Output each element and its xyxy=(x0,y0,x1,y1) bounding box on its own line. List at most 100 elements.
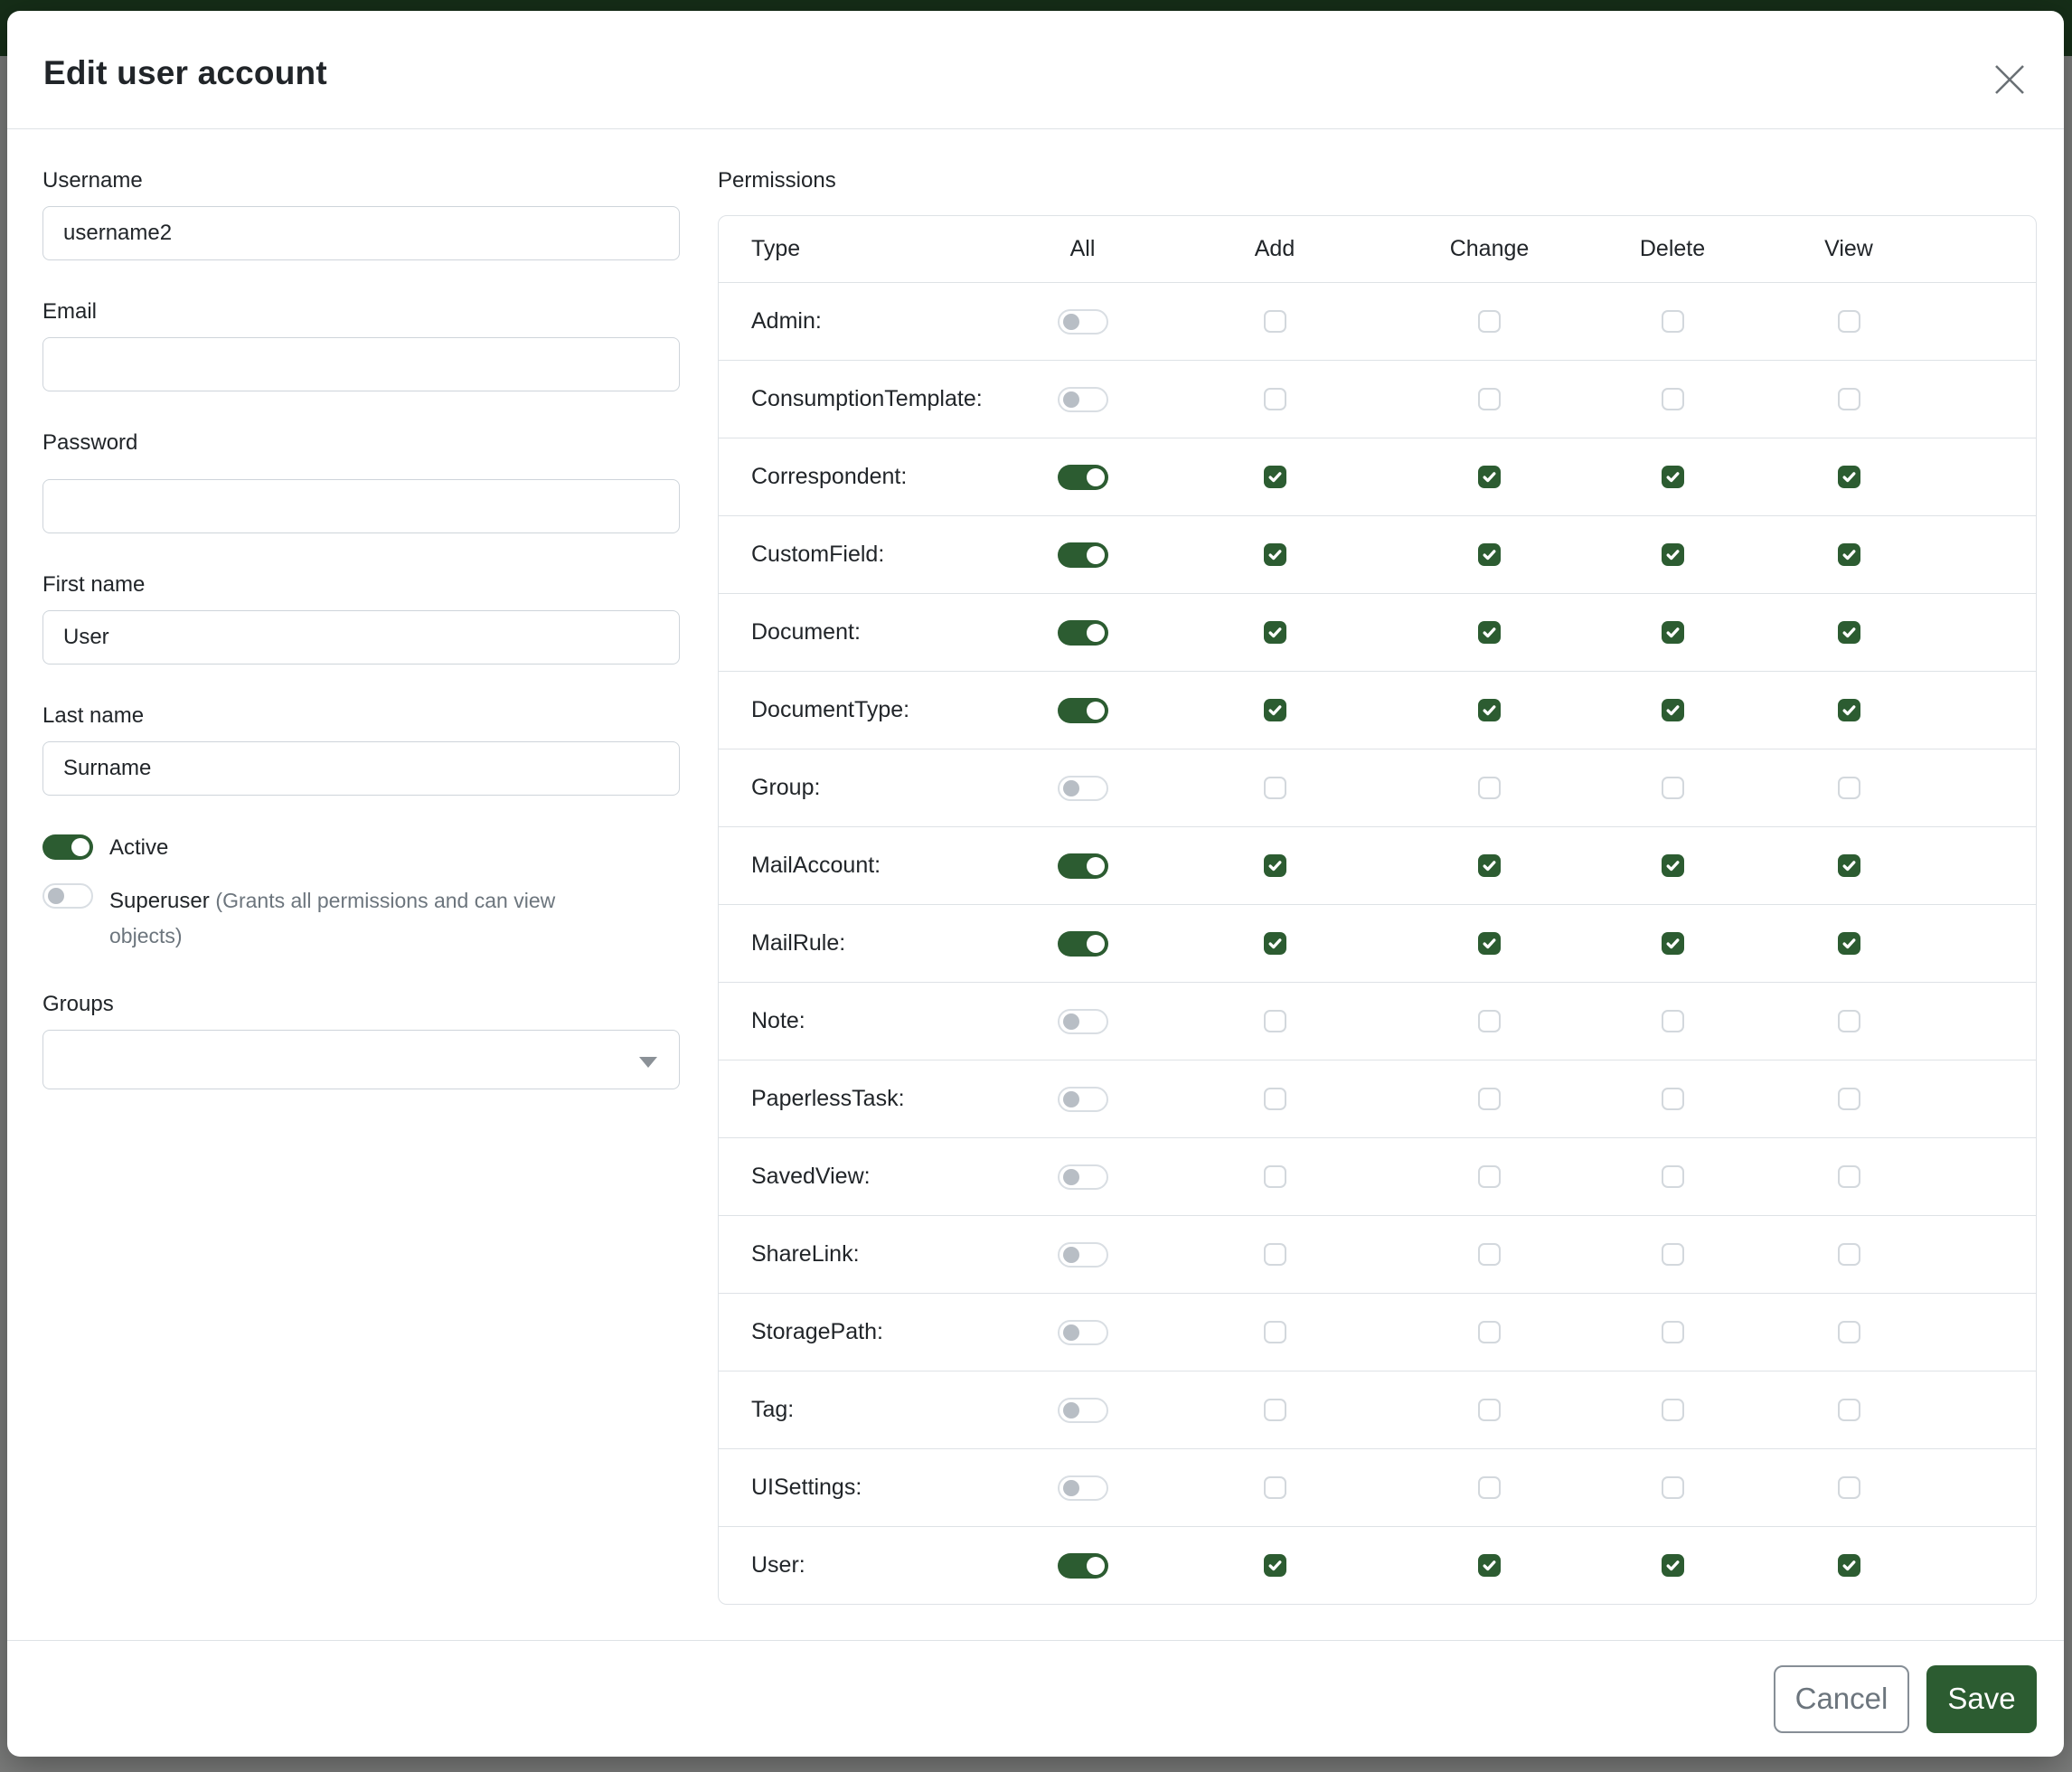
savedview-checkbox-add[interactable] xyxy=(1263,1165,1286,1188)
customfield-checkbox-add[interactable] xyxy=(1263,543,1286,566)
paperlesstask-checkbox-change[interactable] xyxy=(1478,1088,1501,1110)
tag-checkbox-add[interactable] xyxy=(1263,1399,1286,1421)
user-checkbox-view[interactable] xyxy=(1837,1554,1860,1577)
mailaccount-checkbox-view[interactable] xyxy=(1837,854,1860,877)
correspondent-checkbox-view[interactable] xyxy=(1837,466,1860,488)
note-checkbox-delete[interactable] xyxy=(1661,1010,1684,1032)
admin-checkbox-delete[interactable] xyxy=(1661,310,1684,333)
document-toggle-all[interactable] xyxy=(1057,619,1108,646)
note-checkbox-view[interactable] xyxy=(1837,1010,1860,1032)
storagepath-checkbox-view[interactable] xyxy=(1837,1321,1860,1343)
savedview-checkbox-change[interactable] xyxy=(1478,1165,1501,1188)
save-button[interactable]: Save xyxy=(1926,1664,2037,1733)
sharelink-checkbox-delete[interactable] xyxy=(1661,1243,1684,1266)
mailaccount-toggle-all[interactable] xyxy=(1057,853,1108,879)
superuser-toggle[interactable] xyxy=(42,883,93,909)
group-checkbox-add[interactable] xyxy=(1263,777,1286,799)
note-checkbox-add[interactable] xyxy=(1263,1010,1286,1032)
tag-checkbox-change[interactable] xyxy=(1478,1399,1501,1421)
username-input[interactable] xyxy=(42,206,680,260)
sharelink-checkbox-add[interactable] xyxy=(1263,1243,1286,1266)
savedview-checkbox-view[interactable] xyxy=(1837,1165,1860,1188)
savedview-checkbox-delete[interactable] xyxy=(1661,1165,1684,1188)
uisettings-toggle-all[interactable] xyxy=(1057,1475,1108,1501)
customfield-checkbox-delete[interactable] xyxy=(1661,543,1684,566)
uisettings-checkbox-add[interactable] xyxy=(1263,1476,1286,1499)
user-checkbox-delete[interactable] xyxy=(1661,1554,1684,1577)
correspondent-checkbox-delete[interactable] xyxy=(1661,466,1684,488)
paperlesstask-checkbox-add[interactable] xyxy=(1263,1088,1286,1110)
tag-checkbox-view[interactable] xyxy=(1837,1399,1860,1421)
email-input[interactable] xyxy=(42,337,680,391)
permission-delete-cell xyxy=(1596,699,1749,721)
customfield-toggle-all[interactable] xyxy=(1057,542,1108,568)
documenttype-checkbox-change[interactable] xyxy=(1478,699,1501,721)
document-checkbox-view[interactable] xyxy=(1837,621,1860,644)
consumptiontemplate-checkbox-add[interactable] xyxy=(1263,388,1286,410)
admin-checkbox-view[interactable] xyxy=(1837,310,1860,333)
close-button[interactable] xyxy=(1992,61,2028,98)
group-toggle-all[interactable] xyxy=(1057,775,1108,801)
groups-select[interactable] xyxy=(42,1030,680,1089)
uisettings-checkbox-change[interactable] xyxy=(1478,1476,1501,1499)
password-input[interactable] xyxy=(42,479,680,533)
document-checkbox-change[interactable] xyxy=(1478,621,1501,644)
cancel-button[interactable]: Cancel xyxy=(1774,1664,1909,1733)
mailaccount-checkbox-add[interactable] xyxy=(1263,854,1286,877)
user-toggle-all[interactable] xyxy=(1057,1552,1108,1579)
mailrule-checkbox-view[interactable] xyxy=(1837,932,1860,955)
first-name-input[interactable] xyxy=(42,610,680,664)
paperlesstask-checkbox-delete[interactable] xyxy=(1661,1088,1684,1110)
admin-toggle-all[interactable] xyxy=(1057,308,1108,335)
documenttype-checkbox-view[interactable] xyxy=(1837,699,1860,721)
correspondent-checkbox-change[interactable] xyxy=(1478,466,1501,488)
consumptiontemplate-checkbox-delete[interactable] xyxy=(1661,388,1684,410)
sharelink-toggle-all[interactable] xyxy=(1057,1241,1108,1268)
last-name-input[interactable] xyxy=(42,741,680,796)
check-icon xyxy=(1268,627,1281,638)
uisettings-checkbox-delete[interactable] xyxy=(1661,1476,1684,1499)
documenttype-toggle-all[interactable] xyxy=(1057,697,1108,723)
group-checkbox-view[interactable] xyxy=(1837,777,1860,799)
savedview-toggle-all[interactable] xyxy=(1057,1164,1108,1190)
storagepath-checkbox-delete[interactable] xyxy=(1661,1321,1684,1343)
modal-body: Username Email Password First name Last … xyxy=(7,129,2064,1640)
sharelink-checkbox-change[interactable] xyxy=(1478,1243,1501,1266)
document-checkbox-add[interactable] xyxy=(1263,621,1286,644)
mailaccount-checkbox-change[interactable] xyxy=(1478,854,1501,877)
mailrule-checkbox-change[interactable] xyxy=(1478,932,1501,955)
consumptiontemplate-checkbox-view[interactable] xyxy=(1837,388,1860,410)
paperlesstask-toggle-all[interactable] xyxy=(1057,1086,1108,1112)
customfield-checkbox-change[interactable] xyxy=(1478,543,1501,566)
note-toggle-all[interactable] xyxy=(1057,1008,1108,1034)
tag-checkbox-delete[interactable] xyxy=(1661,1399,1684,1421)
storagepath-checkbox-add[interactable] xyxy=(1263,1321,1286,1343)
note-checkbox-change[interactable] xyxy=(1478,1010,1501,1032)
document-checkbox-delete[interactable] xyxy=(1661,621,1684,644)
correspondent-checkbox-add[interactable] xyxy=(1263,466,1286,488)
storagepath-toggle-all[interactable] xyxy=(1057,1319,1108,1345)
correspondent-toggle-all[interactable] xyxy=(1057,464,1108,490)
storagepath-checkbox-change[interactable] xyxy=(1478,1321,1501,1343)
admin-checkbox-change[interactable] xyxy=(1478,310,1501,333)
documenttype-checkbox-delete[interactable] xyxy=(1661,699,1684,721)
group-checkbox-change[interactable] xyxy=(1478,777,1501,799)
consumptiontemplate-toggle-all[interactable] xyxy=(1057,386,1108,412)
mailaccount-checkbox-delete[interactable] xyxy=(1661,854,1684,877)
active-toggle[interactable] xyxy=(42,834,93,860)
user-checkbox-change[interactable] xyxy=(1478,1554,1501,1577)
mailrule-checkbox-add[interactable] xyxy=(1263,932,1286,955)
admin-checkbox-add[interactable] xyxy=(1263,310,1286,333)
group-checkbox-delete[interactable] xyxy=(1661,777,1684,799)
consumptiontemplate-checkbox-change[interactable] xyxy=(1478,388,1501,410)
mailrule-toggle-all[interactable] xyxy=(1057,930,1108,957)
sharelink-checkbox-view[interactable] xyxy=(1837,1243,1860,1266)
uisettings-checkbox-view[interactable] xyxy=(1837,1476,1860,1499)
tag-toggle-all[interactable] xyxy=(1057,1397,1108,1423)
permission-delete-cell xyxy=(1596,1399,1749,1421)
paperlesstask-checkbox-view[interactable] xyxy=(1837,1088,1860,1110)
mailrule-checkbox-delete[interactable] xyxy=(1661,932,1684,955)
customfield-checkbox-view[interactable] xyxy=(1837,543,1860,566)
user-checkbox-add[interactable] xyxy=(1263,1554,1286,1577)
documenttype-checkbox-add[interactable] xyxy=(1263,699,1286,721)
